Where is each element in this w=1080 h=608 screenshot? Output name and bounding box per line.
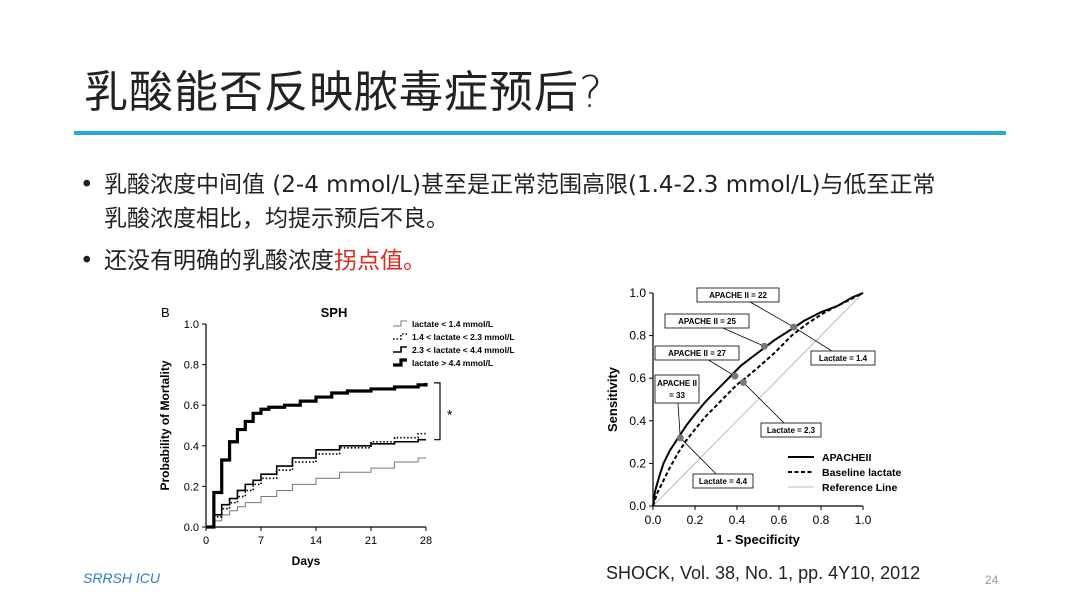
roc-legend-label-3: Reference Line xyxy=(822,482,897,494)
roc-series-3 xyxy=(652,292,864,507)
x-tick-label: 7 xyxy=(258,535,264,547)
annotation-label-4-b: = 33 xyxy=(669,391,685,400)
legend-label-3: 2.3 < lactate < 4.4 mmol/L xyxy=(412,345,515,355)
y-tick-label: 0.6 xyxy=(184,400,199,412)
annotation-box-1 xyxy=(696,287,780,303)
y-tick-label: 0.2 xyxy=(629,456,646,470)
annotation-label-3: APACHE II = 27 xyxy=(668,349,726,358)
bullet-item-2: • 还没有明确的乳酸浓度拐点值。 xyxy=(80,244,980,278)
x-tick-label: 21 xyxy=(365,535,377,547)
annotation-label-7: Lactate = 4.4 xyxy=(699,477,748,486)
x-tick-label: 0.0 xyxy=(645,513,662,527)
cut-point-marker-3 xyxy=(731,372,739,380)
annotation-label-2: APACHE II = 25 xyxy=(678,317,736,326)
significance-bracket xyxy=(434,382,441,441)
roc-legend-label-2: Baseline lactate xyxy=(822,467,902,479)
annotation-box-5 xyxy=(810,350,876,366)
legend-swatch-2 xyxy=(393,333,407,340)
cut-point-marker-4 xyxy=(739,378,747,386)
bullet-highlight: 拐点值。 xyxy=(334,248,426,274)
bullet-marker: • xyxy=(80,248,94,274)
chart-title: SPH xyxy=(321,305,348,320)
annotation-label-4: APACHE II xyxy=(657,379,697,388)
legend-label-4: lactate > 4.4 mmol/L xyxy=(412,358,493,368)
y-tick-label: 1.0 xyxy=(184,319,199,331)
cut-point-marker-2 xyxy=(760,342,768,350)
annotation-leader-6 xyxy=(743,382,792,431)
x-tick-label: 1.0 xyxy=(855,513,872,527)
roc-legend-label-1: APACHEII xyxy=(822,452,871,464)
bullet-marker: • xyxy=(80,172,94,198)
cut-point-marker-5 xyxy=(676,434,684,442)
series-line-4 xyxy=(206,382,428,529)
x-tick-label: 0.2 xyxy=(687,513,704,527)
bullet-item-1: • 乳酸浓度中间值 (2-4 mmol/L)甚至是正常范围高限(1.4-2.3 … xyxy=(80,168,980,236)
x-tick-label: 0.6 xyxy=(771,513,788,527)
annotation-box-6 xyxy=(760,422,822,438)
y-tick-label: 1.0 xyxy=(629,286,646,300)
annotation-box-2 xyxy=(664,313,750,329)
y-tick-label: 0.4 xyxy=(184,441,199,453)
footer-logo-text: SRRSH ICU xyxy=(83,570,161,586)
legend-swatch-3 xyxy=(393,346,407,353)
y-tick-label: 0.2 xyxy=(184,481,199,493)
mortality-chart: 0.0 0.2 0.4 0.6 0.8 1.0 0 7 14 21 28 Days Probabilit… xyxy=(158,305,515,568)
page-number: 24 xyxy=(985,573,999,587)
x-tick-label: 0.4 xyxy=(729,513,746,527)
citation: SHOCK, Vol. 38, No. 1, pp. 4Y10, 2012 xyxy=(606,563,921,583)
annotation-label-5: Lactate = 1.4 xyxy=(819,354,868,363)
legend-label-1: lactate < 1.4 mmol/L xyxy=(412,319,493,329)
y-tick-label: 0.0 xyxy=(184,522,199,534)
panel-label: B xyxy=(161,305,170,320)
x-axis-label: 1 - Specificity xyxy=(716,532,801,547)
roc-series-1 xyxy=(652,292,864,507)
annotation-box-7 xyxy=(692,473,754,489)
y-tick-label: 0.0 xyxy=(629,499,646,513)
cut-point-marker-1 xyxy=(790,323,798,331)
y-axis-label: Sensitivity xyxy=(605,366,620,432)
annotation-box-4 xyxy=(654,374,700,404)
y-tick-label: 0.6 xyxy=(629,371,646,385)
significance-marker: * xyxy=(447,406,453,422)
x-tick-label: 14 xyxy=(310,535,322,547)
bullet-list: • 乳酸浓度中间值 (2-4 mmol/L)甚至是正常范围高限(1.4-2.3 … xyxy=(80,168,980,286)
series-line-1 xyxy=(206,457,426,528)
x-axis-label: Days xyxy=(292,554,321,568)
title-underline xyxy=(74,131,1006,135)
x-tick-label: 0 xyxy=(203,535,209,547)
annotation-label-6: Lactate = 2.3 xyxy=(767,426,816,435)
slide-title: 乳酸能否反映脓毒症预后? xyxy=(84,67,604,118)
roc-chart: 0.0 0.2 0.4 0.6 0.8 1.0 0.0 0.2 0.4 0.6 0.8 1.0 1 - … xyxy=(605,286,902,547)
y-axis-label: Probability of Mortality xyxy=(158,360,172,490)
bullet-text-2: 还没有明确的乳酸浓度 xyxy=(104,248,334,274)
y-tick-label: 0.8 xyxy=(629,329,646,343)
bullet-text-1: 乳酸浓度中间值 (2-4 mmol/L)甚至是正常范围高限(1.4-2.3 mm… xyxy=(104,172,936,232)
annotation-label-1: APACHE II = 22 xyxy=(709,291,767,300)
y-tick-label: 0.4 xyxy=(629,414,646,428)
legend-label-2: 1.4 < lactate < 2.3 mmol/L xyxy=(412,332,515,342)
roc-series-2 xyxy=(652,292,864,507)
legend-swatch-4 xyxy=(393,358,407,367)
annotation-box-3 xyxy=(654,345,740,361)
y-tick-label: 0.8 xyxy=(184,360,199,372)
x-tick-label: 28 xyxy=(420,535,432,547)
x-tick-label: 0.8 xyxy=(813,513,830,527)
series-line-3 xyxy=(206,438,426,528)
legend-swatch-1 xyxy=(393,320,407,327)
